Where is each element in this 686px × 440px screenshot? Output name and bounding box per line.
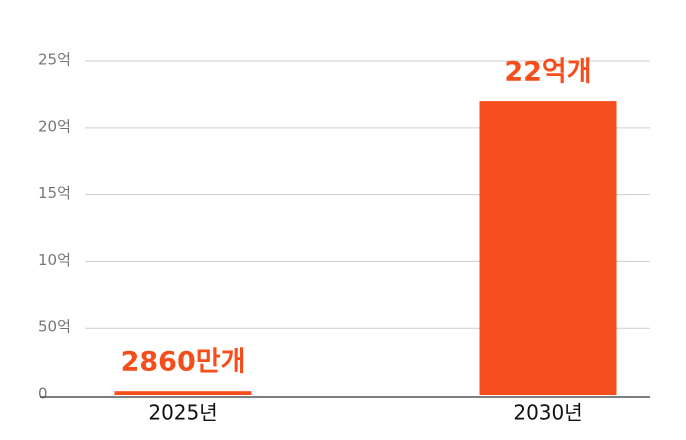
y-tick-label: 15억 — [38, 184, 71, 202]
value-label: 2860만개 — [121, 347, 246, 378]
y-tick-label: 20억 — [38, 117, 71, 135]
y-tick-label: 0 — [38, 385, 48, 403]
y-tick-label: 25억 — [38, 51, 71, 69]
bar — [114, 391, 252, 395]
value-label: 22억개 — [504, 57, 591, 88]
x-tick-label: 2030년 — [513, 401, 582, 425]
bar — [479, 101, 617, 395]
y-tick-label: 10억 — [38, 251, 71, 269]
y-tick-label: 50억 — [38, 318, 71, 336]
x-tick-label: 2025년 — [148, 401, 217, 425]
